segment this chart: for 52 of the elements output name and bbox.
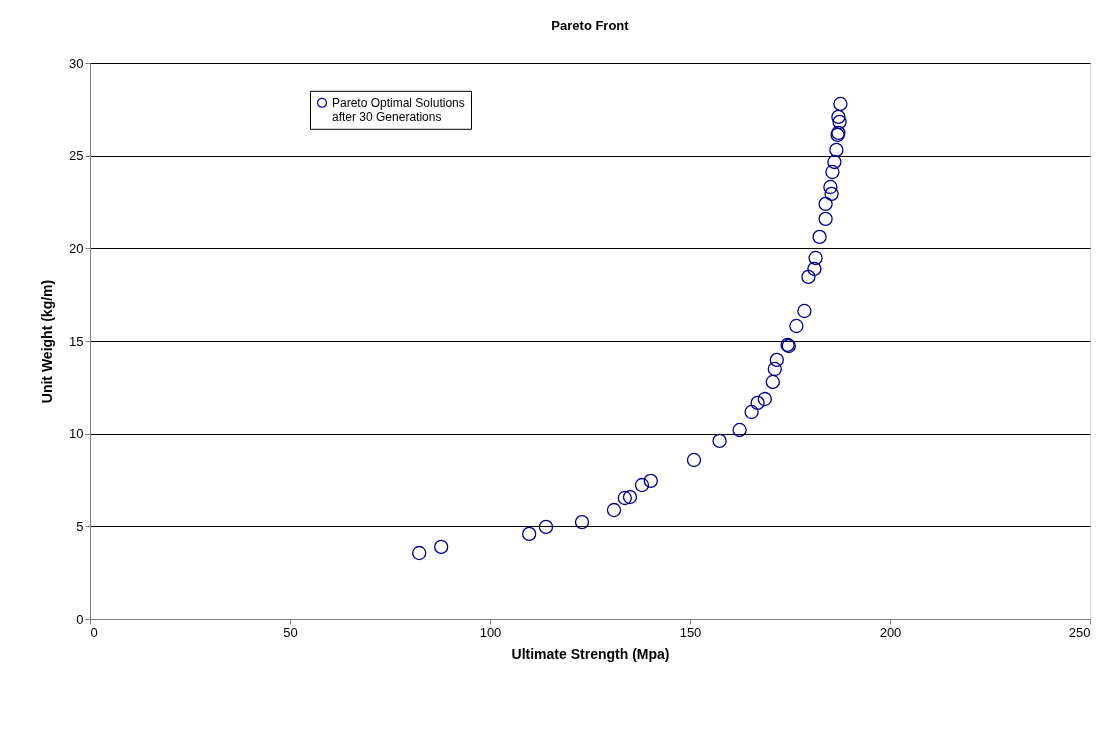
point [808, 250, 823, 266]
point [686, 452, 702, 468]
point [827, 154, 842, 170]
point [606, 502, 622, 518]
point [833, 96, 848, 112]
point [622, 489, 638, 505]
y-tick-label: 30 [69, 55, 84, 71]
y-tick-label: 25 [69, 148, 84, 164]
point [825, 164, 840, 180]
y-tick-label: 20 [69, 240, 84, 256]
point [765, 374, 780, 390]
point [767, 361, 782, 377]
point [797, 303, 812, 319]
y-tick-label: 15 [69, 333, 84, 349]
point [538, 519, 554, 535]
point [750, 395, 765, 411]
point [818, 196, 833, 212]
point [617, 490, 632, 506]
point [818, 211, 833, 227]
legend-label: Pareto Optimal Solutions after 30 Generations [332, 95, 465, 124]
y-axis-title: Unit Weight (kg/m) [39, 279, 56, 404]
point [832, 114, 847, 130]
point [801, 269, 816, 285]
point [829, 142, 844, 158]
x-tick-label: 200 [879, 624, 902, 640]
point [522, 526, 537, 542]
x-tick-label: 150 [679, 624, 702, 640]
y-tick-label: 5 [76, 518, 84, 534]
point [831, 109, 846, 125]
point [807, 261, 822, 277]
point [634, 477, 650, 493]
point [412, 545, 427, 561]
x-tick-label: 250 [1068, 624, 1091, 640]
x-tick-label: 50 [283, 624, 298, 640]
point [824, 186, 839, 201]
x-axis-title: Ultimate Strength (Mpa) [511, 645, 670, 662]
point [712, 433, 727, 449]
point [769, 352, 784, 368]
point [732, 422, 747, 438]
chart-title: Pareto Front [551, 18, 630, 33]
x-tick-label: 100 [479, 624, 502, 640]
point [789, 318, 804, 334]
y-tick-label: 10 [69, 426, 84, 442]
point [643, 473, 658, 489]
point [744, 404, 759, 420]
y-tick-label: 0 [76, 611, 84, 627]
point [574, 514, 590, 530]
point [812, 229, 827, 244]
point [823, 179, 838, 195]
point [757, 391, 772, 407]
point [434, 539, 449, 555]
x-tick-label: 0 [90, 624, 98, 640]
